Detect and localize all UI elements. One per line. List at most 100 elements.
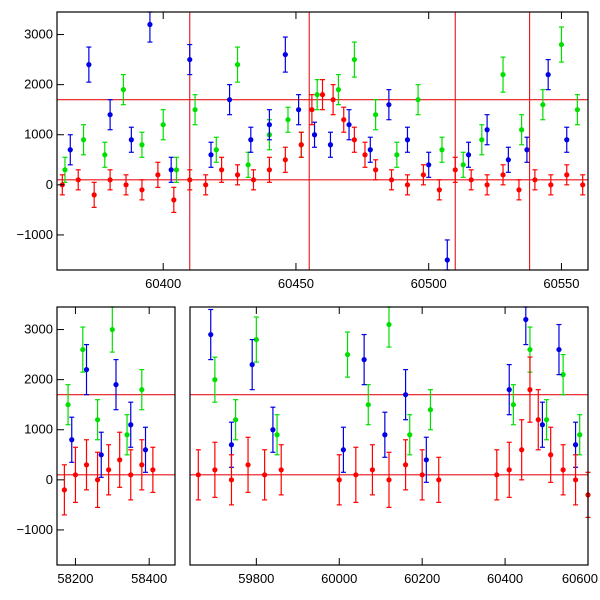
data-point xyxy=(270,427,276,433)
data-point xyxy=(353,472,359,478)
data-point xyxy=(415,97,421,103)
data-point xyxy=(373,167,379,173)
data-point xyxy=(245,162,251,168)
data-point xyxy=(351,56,357,63)
data-point xyxy=(439,147,445,153)
data-point xyxy=(407,432,413,438)
data-point xyxy=(212,377,218,383)
data-point xyxy=(341,117,347,123)
data-point xyxy=(577,432,583,438)
data-point xyxy=(436,477,442,483)
data-point xyxy=(208,152,214,158)
data-point xyxy=(327,142,334,148)
data-point xyxy=(123,182,129,188)
data-point xyxy=(369,467,376,473)
data-point xyxy=(340,447,346,453)
data-point xyxy=(106,467,112,473)
bottom-segment-frame xyxy=(56,306,176,566)
data-point xyxy=(128,137,134,143)
data-point xyxy=(402,462,409,468)
bottom-y-tick-label: 2000 xyxy=(24,372,53,387)
data-point xyxy=(139,462,145,468)
data-point xyxy=(560,372,566,378)
data-point xyxy=(192,107,198,113)
bottom-series-green xyxy=(65,306,583,456)
data-point xyxy=(506,467,512,473)
bottom-series-red xyxy=(61,356,591,519)
data-point xyxy=(556,346,562,353)
data-point xyxy=(203,182,209,188)
data-point xyxy=(168,167,174,173)
data-point xyxy=(187,177,193,183)
data-point xyxy=(212,467,218,473)
data-point xyxy=(574,107,580,113)
data-point xyxy=(558,41,565,48)
data-point xyxy=(139,142,145,148)
data-point xyxy=(266,122,272,128)
data-point xyxy=(62,167,68,173)
data-point xyxy=(361,357,367,363)
data-point xyxy=(388,177,395,183)
data-point xyxy=(351,137,357,143)
data-point xyxy=(226,97,233,103)
data-point xyxy=(102,152,108,158)
top-x-tick-label: 60550 xyxy=(543,276,579,291)
data-point xyxy=(427,407,434,413)
data-point xyxy=(494,472,500,478)
data-point xyxy=(282,157,288,163)
data-point xyxy=(107,112,113,118)
data-point xyxy=(386,321,392,328)
bottom-x-tick-label: 60000 xyxy=(321,571,357,586)
data-point xyxy=(147,21,153,28)
data-point xyxy=(394,152,400,158)
data-point xyxy=(83,462,90,468)
bottom-x-tick-label: 59800 xyxy=(238,571,274,586)
data-point xyxy=(309,107,315,113)
data-point xyxy=(228,442,235,448)
data-point xyxy=(171,197,177,203)
data-point xyxy=(367,147,373,153)
top-plot-frame xyxy=(56,11,589,271)
data-point xyxy=(484,182,490,188)
data-point xyxy=(120,87,126,93)
top-y-tick-label: −1000 xyxy=(16,227,53,242)
top-y-tick-label: 0 xyxy=(46,177,53,192)
data-point xyxy=(540,102,546,108)
data-point xyxy=(296,107,302,113)
top-panel xyxy=(57,12,588,270)
data-point xyxy=(404,182,411,188)
data-point xyxy=(311,132,318,138)
data-point xyxy=(117,457,123,463)
data-point xyxy=(319,92,326,98)
top-series-red xyxy=(59,79,586,213)
data-point xyxy=(580,182,586,188)
data-point xyxy=(124,432,130,438)
data-point xyxy=(139,187,145,193)
data-point xyxy=(564,172,570,178)
data-point xyxy=(500,72,506,78)
data-point xyxy=(506,387,512,393)
bottom-x-tick-label: 60400 xyxy=(487,571,523,586)
data-point xyxy=(160,122,166,128)
data-point xyxy=(560,467,566,473)
data-point xyxy=(86,62,92,68)
data-point xyxy=(362,152,368,158)
top-x-tick-label: 60450 xyxy=(278,276,314,291)
data-point xyxy=(155,172,161,178)
data-point xyxy=(386,102,392,108)
data-point xyxy=(282,51,288,58)
data-point xyxy=(524,147,530,153)
data-point xyxy=(234,62,241,68)
bottom-x-tick-label: 58400 xyxy=(131,571,167,586)
bottom-x-tick-label: 60600 xyxy=(562,571,598,586)
bottom-y-tick-label: 3000 xyxy=(24,322,53,337)
data-point xyxy=(346,122,352,128)
data-point xyxy=(253,336,259,343)
top-y-tick-label: 1000 xyxy=(24,127,53,142)
data-point xyxy=(245,462,251,468)
data-point xyxy=(510,402,516,408)
data-point xyxy=(314,92,320,98)
data-point xyxy=(419,472,425,478)
top-series-green xyxy=(62,26,580,183)
data-point xyxy=(564,137,570,143)
